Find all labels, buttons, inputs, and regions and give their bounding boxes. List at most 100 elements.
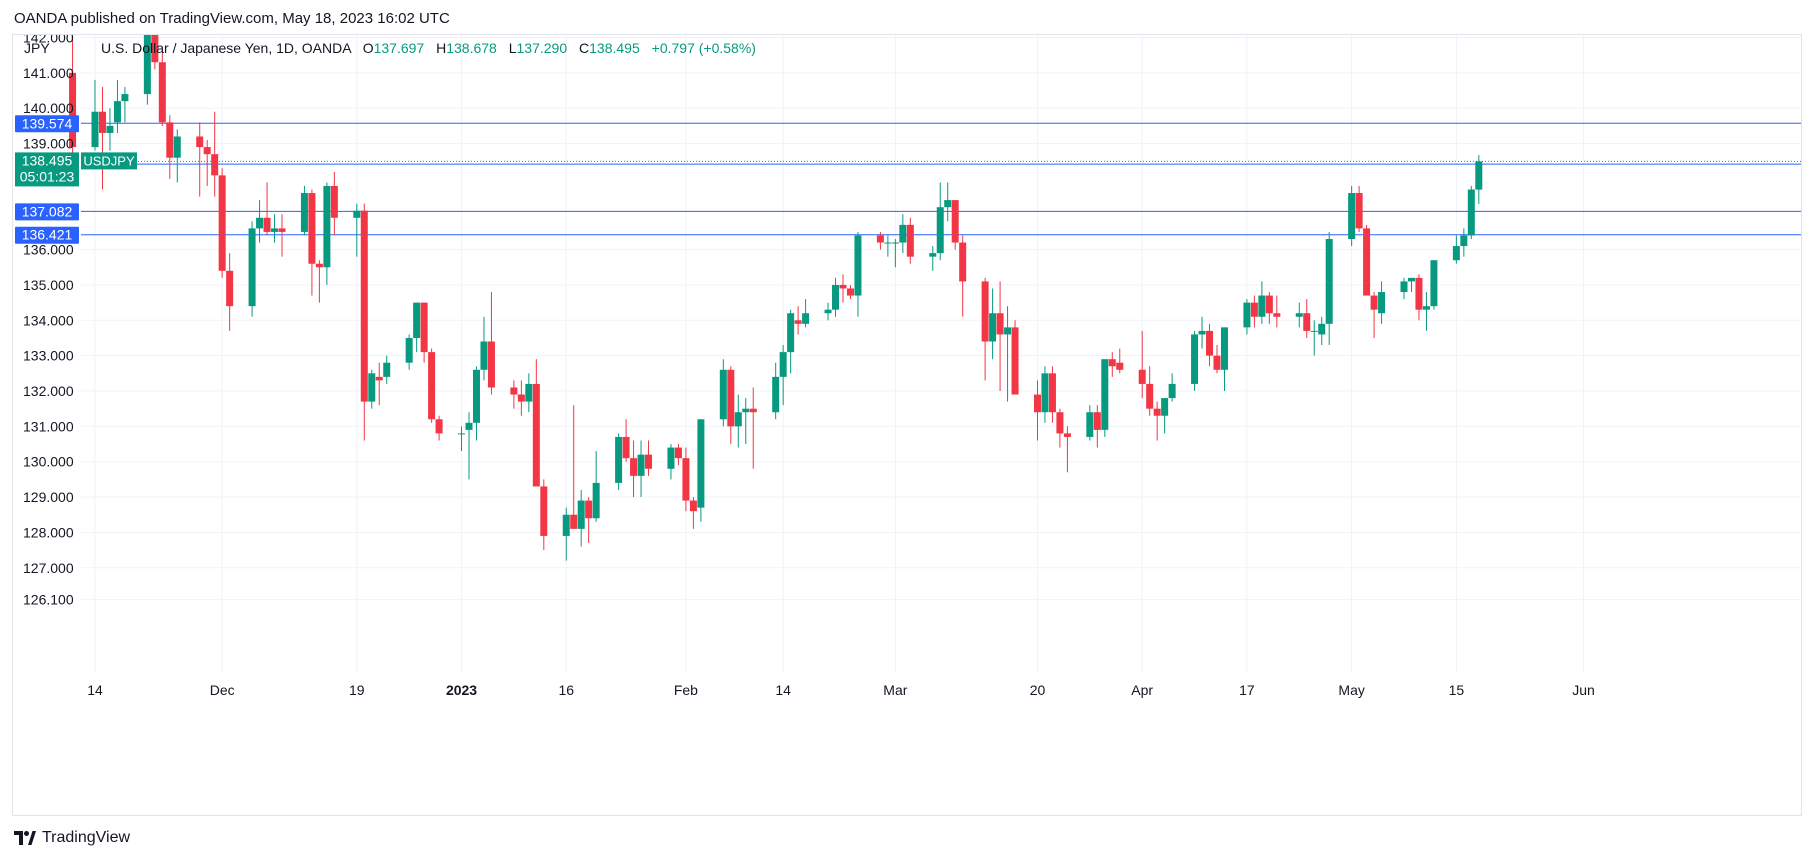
- y-tick-label: 128.000: [23, 524, 74, 540]
- candle-body: [420, 302, 428, 353]
- candle-body: [458, 433, 466, 435]
- candle-body: [263, 217, 271, 232]
- candle-body: [570, 514, 578, 529]
- candle-body: [749, 408, 757, 413]
- candle-body: [315, 263, 323, 268]
- candle-body: [98, 111, 106, 133]
- candle-body: [196, 136, 204, 148]
- change-value: +0.797 (+0.58%): [652, 40, 756, 56]
- legend-header: JPY U.S. Dollar / Japanese Yen, 1D, OAND…: [24, 40, 756, 56]
- candle-body: [944, 200, 952, 208]
- x-tick-label: May: [1338, 682, 1364, 698]
- candle-body: [278, 228, 286, 232]
- candle-body: [1265, 295, 1273, 314]
- candle-body: [1295, 313, 1303, 317]
- candle-body: [510, 387, 518, 395]
- candle-body: [592, 482, 600, 519]
- candle-body: [106, 125, 114, 133]
- candle-body: [69, 72, 77, 148]
- candle-body: [413, 302, 421, 338]
- candle-body: [951, 200, 959, 243]
- x-tick-label: 14: [87, 682, 103, 698]
- o-value: 137.697: [374, 40, 425, 56]
- y-tick-label: 141.000: [23, 65, 74, 81]
- candle-body: [248, 228, 256, 307]
- candle-body: [884, 242, 892, 244]
- candle-body: [1056, 412, 1064, 434]
- tradingview-logo-icon: [14, 831, 36, 845]
- y-tick-label: 127.000: [23, 560, 74, 576]
- candle-body: [465, 422, 473, 430]
- candle-body: [158, 62, 166, 123]
- level-price-tag-bg: [15, 203, 79, 221]
- y-tick-label: 140.000: [23, 100, 74, 116]
- y-tick-label: 129.000: [23, 489, 74, 505]
- candle-body: [1138, 369, 1146, 384]
- x-tick-label: Dec: [210, 682, 235, 698]
- candle-body: [271, 228, 279, 232]
- candle-body: [929, 253, 937, 257]
- candle-body: [383, 362, 391, 377]
- candle-body: [697, 419, 705, 508]
- candle-body: [1378, 292, 1386, 314]
- candle-body: [562, 514, 570, 536]
- candle-body: [832, 284, 840, 310]
- l-value: 137.290: [517, 40, 568, 56]
- candle-body: [779, 352, 787, 377]
- h-label: H: [436, 40, 446, 56]
- chart-frame[interactable]: 143.000142.000141.000140.000139.000136.0…: [12, 34, 1802, 816]
- h-value: 138.678: [446, 40, 497, 56]
- candle-body: [1273, 313, 1281, 317]
- candle-body: [218, 175, 226, 271]
- candle-body: [540, 486, 548, 536]
- candle-body: [1213, 355, 1221, 370]
- candle-body: [1363, 228, 1371, 296]
- candle-body: [1318, 323, 1326, 335]
- candle-body: [517, 394, 525, 402]
- publisher-line: OANDA published on TradingView.com, May …: [14, 10, 450, 27]
- candle-body: [615, 436, 623, 483]
- tradingview-footer[interactable]: TradingView: [14, 829, 130, 847]
- candle-body: [151, 35, 159, 63]
- candle-body: [1168, 383, 1176, 399]
- candle-body: [682, 458, 690, 501]
- candle-body: [1400, 281, 1408, 293]
- candle-body: [839, 284, 847, 289]
- candle-body: [1146, 383, 1154, 409]
- o-label: O: [363, 40, 374, 56]
- candle-body: [330, 185, 338, 218]
- ohlc-header: U.S. Dollar / Japanese Yen, 1D, OANDA O1…: [101, 40, 756, 56]
- current-price-tag: 138.495: [22, 152, 73, 168]
- candle-body: [368, 373, 376, 402]
- y-tick-label: 136.000: [23, 242, 74, 258]
- candle-body: [203, 147, 211, 155]
- candle-body: [667, 447, 675, 469]
- candle-body: [1198, 330, 1206, 335]
- candle-body: [727, 369, 735, 427]
- candle-body: [1041, 373, 1049, 413]
- candle-body: [1422, 306, 1430, 310]
- candle-body: [428, 352, 436, 420]
- candle-body: [1108, 359, 1116, 367]
- candle-body: [487, 341, 495, 388]
- candle-body: [1407, 277, 1415, 282]
- x-tick-label: 14: [775, 682, 791, 698]
- candle-body: [772, 376, 780, 413]
- footer-brand: TradingView: [42, 829, 131, 846]
- candlestick-chart[interactable]: 143.000142.000141.000140.000139.000136.0…: [13, 35, 1801, 815]
- x-tick-label: 16: [558, 682, 574, 698]
- candle-body: [113, 101, 121, 123]
- symbol-tag-bg: [81, 152, 137, 170]
- candle-body: [802, 313, 810, 324]
- candle-body: [1033, 394, 1041, 413]
- candle-body: [585, 500, 593, 519]
- candle-body: [1206, 330, 1214, 356]
- candle-body: [1475, 161, 1483, 190]
- candle-body: [308, 193, 316, 264]
- candle-body: [1011, 327, 1019, 395]
- x-tick-label: Feb: [674, 682, 698, 698]
- y-tick-label: 142.000: [23, 35, 74, 46]
- candle-body: [1220, 327, 1228, 370]
- candle-body: [876, 235, 884, 243]
- instrument-name: U.S. Dollar / Japanese Yen, 1D, OANDA: [101, 40, 352, 56]
